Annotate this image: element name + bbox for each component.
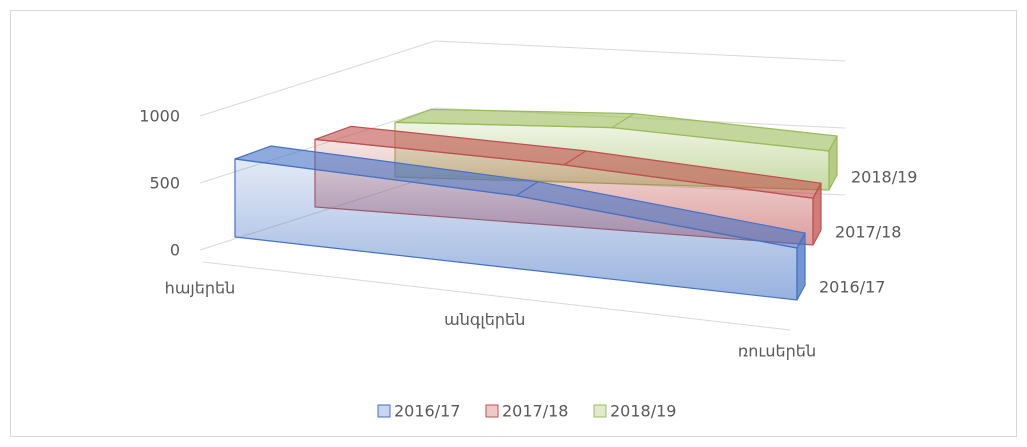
x-tick-label: անգլերեն [444,310,525,329]
legend-label: 2016/17 [394,402,460,421]
y-tick-label: 500 [149,174,180,193]
legend-swatch [485,404,499,418]
legend-label: 2017/18 [502,402,568,421]
slab-edge [563,150,587,166]
grid-line [199,40,846,117]
area [234,158,798,301]
y-tick-label: 0 [170,241,180,260]
x-tick-label: հայերեն [165,279,236,298]
y-tick-label: 1000 [139,107,180,126]
legend-swatch [593,404,607,418]
series-label: 2017/18 [835,223,901,242]
legend-label: 2018/19 [610,402,676,421]
legend-swatch [377,404,391,418]
series-label: 2018/19 [851,168,917,187]
x-tick-label: ռուսերեն [738,342,816,361]
category-axis [202,261,791,331]
slab-edge [611,113,635,129]
slab-edge [515,181,539,197]
series-label: 2016/17 [819,278,885,297]
